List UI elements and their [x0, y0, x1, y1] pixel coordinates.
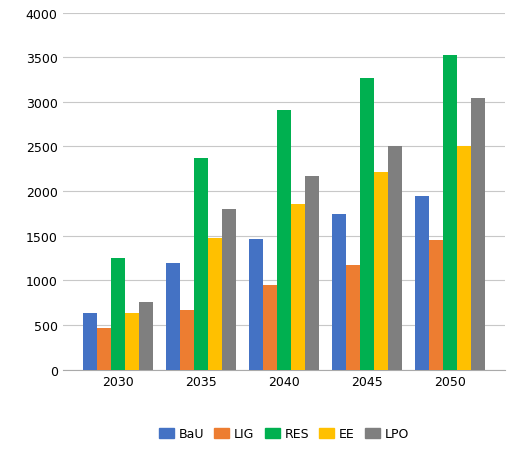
Bar [249, 240, 263, 370]
Bar [374, 173, 388, 370]
Bar [305, 176, 319, 370]
Bar [291, 204, 305, 370]
Bar [97, 328, 111, 370]
Legend: BaU, LIG, RES, EE, LPO: BaU, LIG, RES, EE, LPO [154, 423, 414, 445]
Bar [194, 159, 208, 370]
Bar [277, 110, 291, 370]
Bar [471, 99, 485, 370]
Bar [208, 239, 222, 370]
Bar [263, 285, 277, 370]
Bar [457, 146, 471, 370]
Bar [83, 314, 97, 370]
Bar [332, 215, 346, 370]
Bar [222, 209, 236, 370]
Bar [166, 264, 180, 370]
Bar [125, 314, 139, 370]
Bar [443, 56, 457, 370]
Bar [415, 196, 429, 370]
Bar [139, 302, 153, 370]
Bar [360, 78, 374, 370]
Bar [346, 266, 360, 370]
Bar [429, 241, 443, 370]
Bar [388, 147, 402, 370]
Bar [180, 310, 194, 370]
Bar [111, 258, 125, 370]
